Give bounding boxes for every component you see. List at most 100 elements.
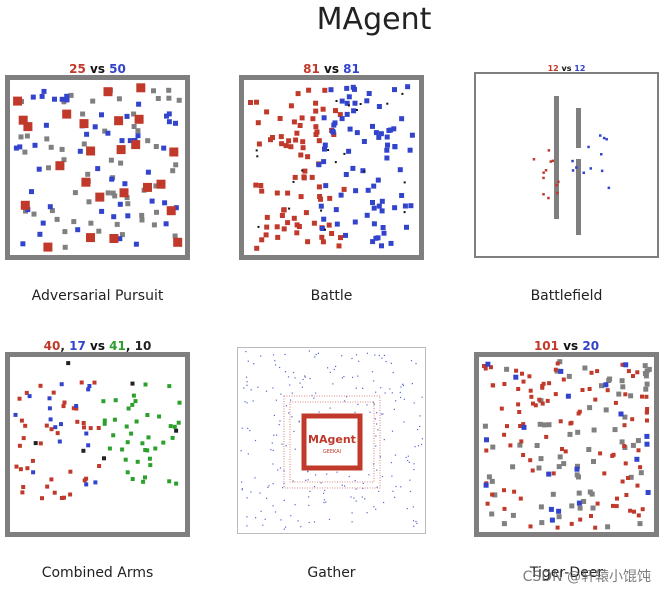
predator-agent xyxy=(114,116,124,126)
obstacle xyxy=(68,92,74,98)
gatherer-agent xyxy=(415,363,417,365)
deer-agent xyxy=(528,458,533,463)
blue-agent xyxy=(339,116,345,122)
red-agent xyxy=(305,239,311,245)
gatherer-agent xyxy=(354,479,356,482)
deer-agent xyxy=(563,449,568,454)
gatherer-agent xyxy=(272,354,275,356)
deer-agent xyxy=(483,366,488,371)
gatherer-agent xyxy=(417,428,419,431)
gatherer-agent xyxy=(297,520,299,522)
deer-agent xyxy=(544,434,549,439)
obstacle xyxy=(24,133,30,139)
red-agent xyxy=(549,160,552,163)
predator-agent xyxy=(13,96,23,106)
gatherer-agent xyxy=(246,402,248,404)
deer-agent xyxy=(482,364,486,368)
gatherer-agent xyxy=(383,501,385,504)
gatherer-agent xyxy=(262,524,264,526)
blue-count: 50 xyxy=(109,62,126,76)
obstacle xyxy=(536,465,542,471)
deer-agent xyxy=(620,362,625,367)
obstacle xyxy=(166,95,172,101)
gatherer-agent xyxy=(381,357,383,359)
obstacle xyxy=(131,124,137,129)
red-agent xyxy=(279,213,285,218)
attack-marker xyxy=(355,109,358,111)
attack-marker xyxy=(334,161,337,164)
deer-agent xyxy=(623,461,628,466)
red-agent xyxy=(316,138,322,144)
obstacle xyxy=(44,136,50,142)
vs-text: vs xyxy=(85,339,110,353)
blue-agent xyxy=(343,172,349,177)
red-ranged-agent xyxy=(59,422,63,427)
gatherer-agent xyxy=(407,459,409,462)
red-melee-agent xyxy=(45,484,50,489)
blue-agent xyxy=(376,104,382,109)
gatherer-agent xyxy=(264,518,266,520)
green-melee-agent xyxy=(177,400,182,405)
comma: , xyxy=(60,339,70,353)
prey-agent xyxy=(95,166,101,172)
gatherer-agent xyxy=(290,515,292,517)
gatherer-agent xyxy=(315,354,317,356)
red-agent xyxy=(301,175,307,181)
obstacle xyxy=(105,190,111,196)
green-melee-agent xyxy=(131,393,136,398)
deer-agent xyxy=(645,407,650,411)
deer-agent xyxy=(632,509,636,514)
blue-agent xyxy=(328,87,334,93)
gatherer-agent xyxy=(291,392,293,394)
deer-agent xyxy=(558,419,563,424)
blue-agent xyxy=(318,203,324,209)
obstacle xyxy=(151,88,156,94)
deer-agent xyxy=(595,369,600,374)
red-melee-agent xyxy=(82,425,86,430)
food-block xyxy=(301,413,363,471)
predator-agent xyxy=(143,182,152,192)
blue-agent xyxy=(392,87,397,93)
red-melee-agent xyxy=(17,396,22,401)
obstacle xyxy=(173,162,179,168)
predator-agent xyxy=(156,179,166,189)
caption-gather: Gather xyxy=(307,565,356,581)
obstacle xyxy=(155,96,161,101)
gatherer-agent xyxy=(246,384,248,386)
predator-agent xyxy=(20,200,30,210)
tiger-agent xyxy=(521,424,527,430)
deer-agent xyxy=(560,447,564,451)
red-agent xyxy=(278,134,284,140)
obstacle xyxy=(539,520,545,526)
green-melee-agent xyxy=(126,406,131,411)
green-melee-agent xyxy=(146,435,151,440)
arena-adversarial-pursuit xyxy=(5,75,190,260)
gatherer-agent xyxy=(336,471,338,473)
gatherer-agent xyxy=(394,454,397,456)
gatherer-agent xyxy=(323,499,325,501)
attack-marker xyxy=(403,211,406,214)
gatherer-agent xyxy=(280,519,282,521)
red-agent xyxy=(256,141,262,147)
red-agent xyxy=(327,195,333,201)
red-melee-agent xyxy=(23,423,28,428)
blue-agent xyxy=(397,167,403,173)
gatherer-agent xyxy=(413,520,415,522)
obstacle xyxy=(49,208,55,214)
gatherer-agent xyxy=(392,490,394,492)
obstacle xyxy=(591,427,597,433)
blue-agent xyxy=(376,203,382,209)
attack-marker xyxy=(335,100,338,102)
deer-agent xyxy=(645,418,649,423)
gatherer-agent xyxy=(292,480,294,482)
red-agent xyxy=(316,184,322,190)
red-agent xyxy=(317,194,323,199)
prey-agent xyxy=(37,231,43,237)
obstacle xyxy=(62,244,68,250)
gatherer-agent xyxy=(268,485,270,487)
obstacle xyxy=(587,489,593,495)
deer-agent xyxy=(628,508,633,513)
prey-agent xyxy=(75,227,81,233)
red-melee-agent xyxy=(19,418,24,423)
red-agent xyxy=(264,109,270,115)
